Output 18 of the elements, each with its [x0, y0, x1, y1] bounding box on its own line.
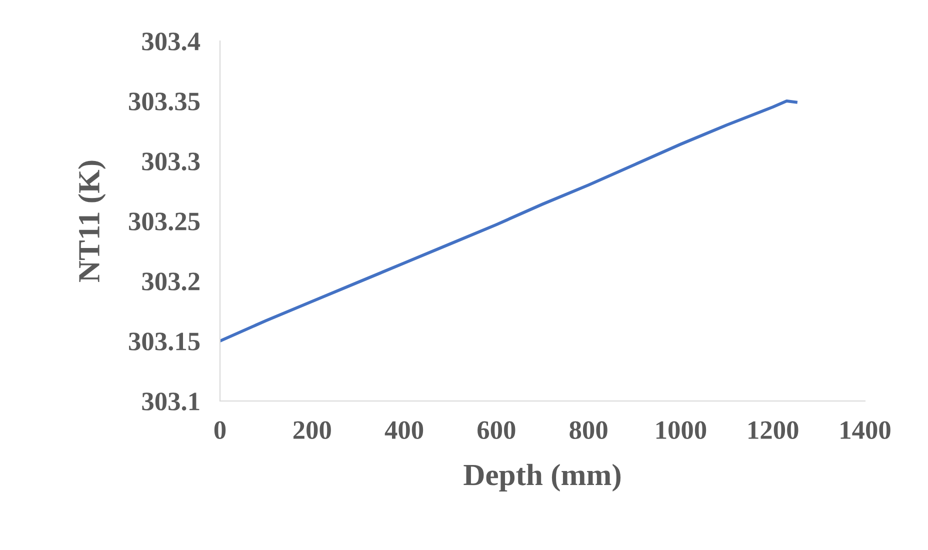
line-series [220, 99, 798, 343]
y-tick-label: 303.35 [128, 92, 200, 111]
x-tick-label: 400 [384, 421, 424, 440]
y-tick-label: 303.15 [128, 332, 200, 351]
x-tick-label: 600 [478, 421, 516, 440]
x-tick-label: 1000 [656, 421, 706, 440]
y-tick-label: 303.3 [142, 152, 200, 171]
x-tick-label: 1400 [840, 421, 890, 440]
y-tick-label: 303.1 [142, 392, 200, 411]
x-tick-label: 0 [214, 421, 226, 440]
y-tick-label: 303.2 [142, 272, 200, 291]
y-tick-label: 303.25 [128, 212, 200, 231]
x-tick-label: 1200 [748, 421, 798, 440]
x-tick-label: 200 [293, 421, 331, 440]
y-tick-label: 303.4 [142, 32, 200, 51]
x-axis-title: Depth (mm) [464, 464, 621, 492]
y-axis-title: NT11 (K) [78, 160, 106, 282]
x-tick-label: 800 [570, 421, 608, 440]
